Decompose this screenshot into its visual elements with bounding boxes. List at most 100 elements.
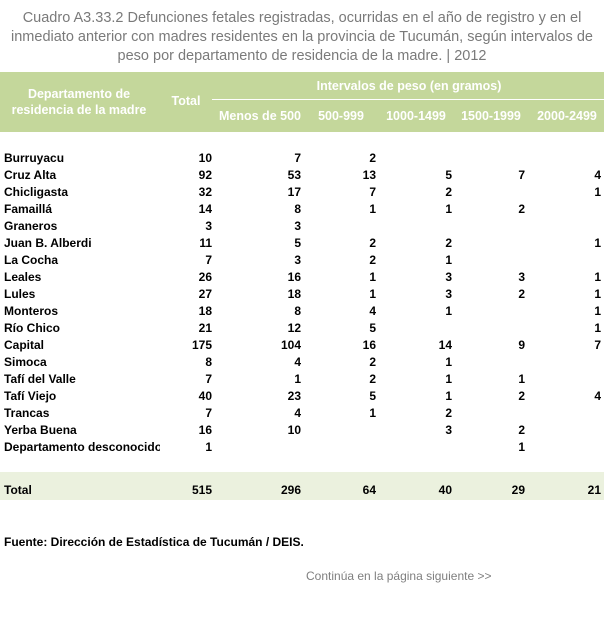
cell-menos-500: 4: [294, 355, 301, 369]
cell-1000-1499: 1: [445, 355, 452, 369]
cell-menos-500: 4: [294, 406, 301, 420]
cell-500-999: 2: [369, 236, 376, 250]
cell-2000-2499: 21: [587, 483, 601, 497]
department-name: Trancas: [4, 406, 50, 420]
cell-1500-1999: 2: [518, 423, 525, 437]
table-row: La Cocha 7 3 2 1: [0, 252, 604, 269]
table-row: Cruz Alta 92 53 13 5 7 4: [0, 167, 604, 184]
cell-total: 7: [205, 372, 212, 386]
table-header: [0, 72, 604, 132]
cell-total: 32: [198, 185, 212, 199]
table-row: Lules 27 18 1 3 2 1: [0, 286, 604, 303]
cell-500-999: 2: [369, 151, 376, 165]
cell-500-999: 2: [369, 253, 376, 267]
cell-500-999: 2: [369, 355, 376, 369]
cell-1500-1999: 7: [518, 168, 525, 182]
table-row: Tafí del Valle 7 1 2 1 1: [0, 371, 604, 388]
department-name: Capital: [4, 338, 45, 352]
cell-500-999: 5: [369, 389, 376, 403]
department-name: Juan B. Alberdi: [4, 236, 92, 250]
cell-1500-1999: 2: [518, 389, 525, 403]
cell-total: 18: [198, 304, 212, 318]
table-row: Río Chico 21 12 5 1: [0, 320, 604, 337]
cell-menos-500: 7: [294, 151, 301, 165]
cell-menos-500: 3: [294, 219, 301, 233]
table-row: Burruyacu 10 7 2: [0, 150, 604, 167]
table-row: Yerba Buena 16 10 3 2: [0, 422, 604, 439]
cell-menos-500: 3: [294, 253, 301, 267]
cell-500-999: 2: [369, 372, 376, 386]
cell-total: 3: [205, 219, 212, 233]
cell-500-999: 1: [369, 287, 376, 301]
header-col-1500-1999: 1500-1999: [461, 109, 521, 123]
total-label: Total: [4, 483, 32, 497]
cell-total: 16: [198, 423, 212, 437]
department-name: Yerba Buena: [4, 423, 77, 437]
department-name: Famaillá: [4, 202, 53, 216]
cell-1000-1499: 1: [445, 253, 452, 267]
cell-2000-2499: 1: [594, 287, 601, 301]
cell-total: 11: [199, 236, 212, 250]
table-row: Monteros 18 8 4 1 1: [0, 303, 604, 320]
cell-1000-1499: 3: [445, 423, 452, 437]
table-row: Chicligasta 32 17 7 2 1: [0, 184, 604, 201]
cell-total: 515: [191, 483, 212, 497]
header-col-500-999: 500-999: [318, 109, 364, 123]
department-name: Monteros: [4, 304, 58, 318]
cell-1000-1499: 2: [445, 406, 452, 420]
cell-total: 8: [205, 355, 212, 369]
cell-500-999: 1: [369, 406, 376, 420]
header-col-menos-500: Menos de 500: [219, 109, 301, 123]
cell-500-999: 4: [369, 304, 376, 318]
cell-1000-1499: 2: [445, 236, 452, 250]
cell-500-999: 13: [362, 168, 376, 182]
cell-menos-500: 23: [287, 389, 301, 403]
source-note: Fuente: Dirección de Estadística de Tucu…: [4, 535, 304, 549]
cell-total: 27: [198, 287, 212, 301]
cell-menos-500: 8: [294, 304, 301, 318]
cell-menos-500: 5: [294, 236, 301, 250]
cell-1000-1499: 1: [445, 389, 452, 403]
department-name: Cruz Alta: [4, 168, 57, 182]
department-name: Simoca: [4, 355, 47, 369]
continuation-link[interactable]: Continúa en la página siguiente >>: [306, 569, 492, 583]
cell-2000-2499: 7: [594, 338, 601, 352]
cell-2000-2499: 1: [594, 321, 601, 335]
cell-2000-2499: 1: [594, 270, 601, 284]
department-name: Chicligasta: [4, 185, 69, 199]
cell-1000-1499: 40: [438, 483, 452, 497]
header-col-2000-2499: 2000-2499: [537, 109, 597, 123]
cell-menos-500: 12: [287, 321, 301, 335]
cell-1000-1499: 1: [445, 372, 452, 386]
table-row: Juan B. Alberdi 11 5 2 2 1: [0, 235, 604, 252]
table-body: Burruyacu 10 7 2 Cruz Alta 92 53 13 5 7 4 Chicligas…: [0, 150, 604, 456]
cell-500-999: 1: [369, 270, 376, 284]
cell-1000-1499: 3: [445, 287, 452, 301]
cell-1500-1999: 9: [518, 338, 525, 352]
cell-500-999: 1: [369, 202, 376, 216]
table-row: Famaillá 14 8 1 1 2: [0, 201, 604, 218]
cell-menos-500: 10: [287, 423, 301, 437]
department-name: Burruyacu: [4, 151, 65, 165]
cell-1000-1499: 5: [445, 168, 452, 182]
cell-2000-2499: 1: [594, 304, 601, 318]
table-row: Leales 26 16 1 3 3 1: [0, 269, 604, 286]
cell-total: 14: [198, 202, 212, 216]
cell-total: 7: [205, 253, 212, 267]
cell-1500-1999: 1: [518, 440, 525, 454]
department-name: Lules: [4, 287, 36, 301]
cell-menos-500: 18: [287, 287, 301, 301]
cell-menos-500: 296: [280, 483, 301, 497]
cell-1500-1999: 3: [518, 270, 525, 284]
table-row: Trancas 7 4 1 2: [0, 405, 604, 422]
department-name: Departamento desconocido: [4, 440, 160, 454]
department-name: La Cocha: [4, 253, 59, 267]
cell-500-999: 7: [369, 185, 376, 199]
cell-menos-500: 104: [280, 338, 301, 352]
cell-total: 10: [198, 151, 212, 165]
cell-total: 92: [198, 168, 212, 182]
department-name: Graneros: [4, 219, 58, 233]
header-col-1000-1499: 1000-1499: [386, 109, 446, 123]
cell-menos-500: 1: [294, 372, 301, 386]
cell-total: 21: [198, 321, 212, 335]
